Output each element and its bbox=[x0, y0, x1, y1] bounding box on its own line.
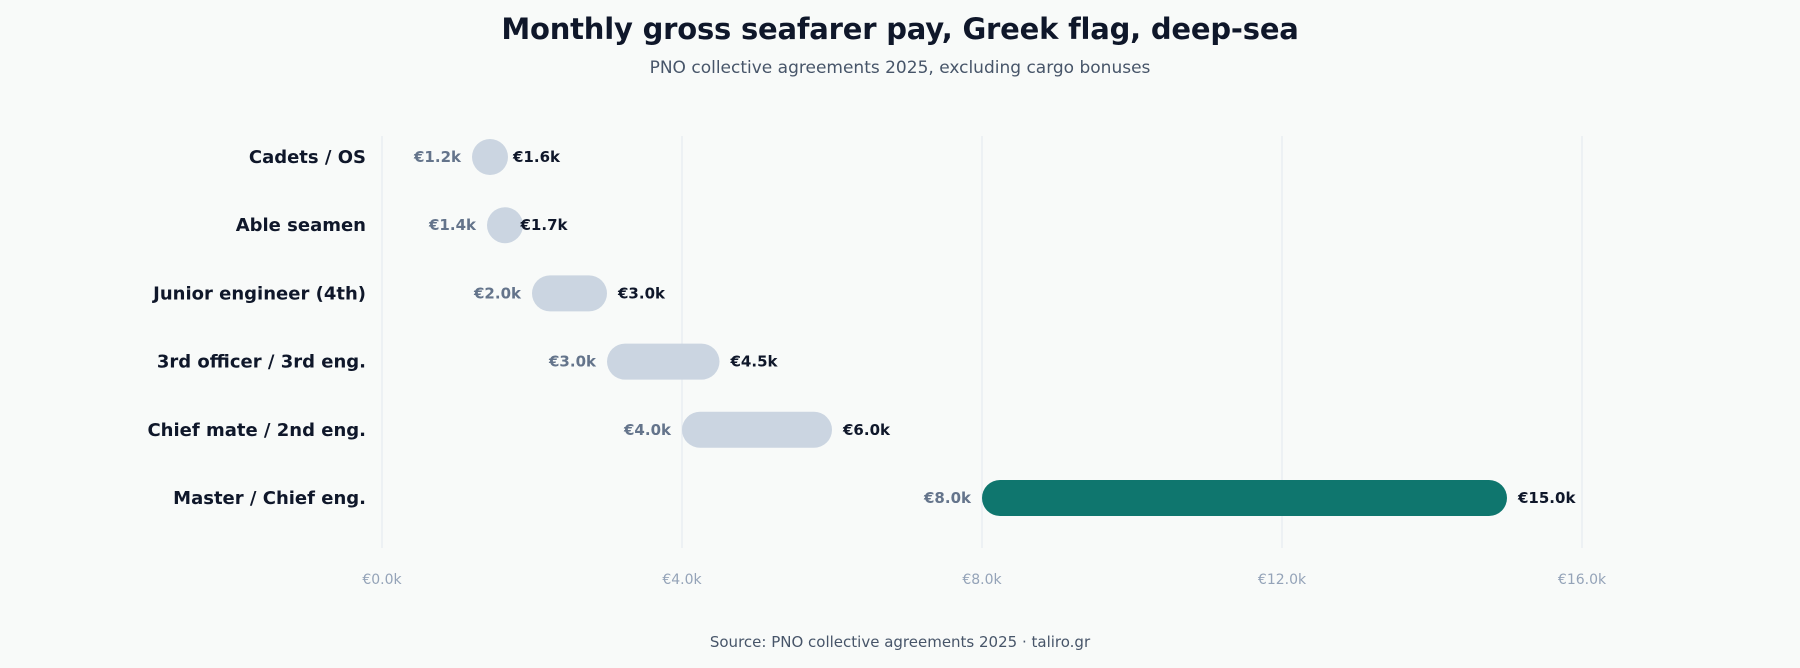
max-value-label: €15.0k bbox=[1517, 489, 1576, 507]
category-label: Cadets / OS bbox=[249, 147, 366, 168]
category-label: 3rd officer / 3rd eng. bbox=[157, 352, 366, 373]
range-bar bbox=[532, 275, 607, 312]
range-bar bbox=[982, 480, 1507, 516]
min-value-label: €8.0k bbox=[923, 489, 972, 507]
max-value-label: €3.0k bbox=[617, 284, 666, 302]
max-value-label: €6.0k bbox=[842, 421, 891, 439]
bar-row: Junior engineer (4th) €2.0k €3.0k bbox=[151, 275, 666, 312]
min-value-label: €1.2k bbox=[413, 148, 462, 166]
category-label: Able seamen bbox=[236, 215, 366, 236]
x-tick-label: €12.0k bbox=[1258, 572, 1307, 588]
max-value-label: €1.6k bbox=[512, 148, 561, 166]
min-value-label: €2.0k bbox=[473, 284, 522, 302]
bar-row: Master / Chief eng. €8.0k €15.0k bbox=[173, 480, 1576, 516]
x-axis-ticks: €0.0k €4.0k €8.0k €12.0k €16.0k bbox=[362, 572, 1607, 588]
bar-row: Chief mate / 2nd eng. €4.0k €6.0k bbox=[147, 411, 891, 448]
x-tick-label: €0.0k bbox=[362, 572, 402, 588]
x-tick-label: €16.0k bbox=[1558, 572, 1607, 588]
bar-row: Cadets / OS €1.2k €1.6k bbox=[249, 139, 561, 175]
range-bar bbox=[487, 207, 523, 244]
gridlines bbox=[381, 136, 1583, 548]
category-label: Chief mate / 2nd eng. bbox=[147, 420, 366, 441]
range-bar bbox=[607, 343, 720, 380]
bars: Cadets / OS €1.2k €1.6k Able seamen €1.4k €1.… bbox=[147, 139, 1576, 516]
min-value-label: €4.0k bbox=[623, 421, 672, 439]
min-value-label: €3.0k bbox=[548, 353, 597, 371]
range-bar bbox=[682, 411, 832, 448]
x-tick-label: €8.0k bbox=[962, 572, 1002, 588]
bar-row: Able seamen €1.4k €1.7k bbox=[236, 207, 569, 244]
bar-row: 3rd officer / 3rd eng. €3.0k €4.5k bbox=[157, 343, 779, 380]
category-label: Master / Chief eng. bbox=[173, 488, 366, 509]
category-label: Junior engineer (4th) bbox=[151, 283, 366, 304]
min-value-label: €1.4k bbox=[428, 216, 477, 234]
range-bar bbox=[472, 139, 508, 175]
max-value-label: €1.7k bbox=[520, 216, 569, 234]
chart-source: Source: PNO collective agreements 2025 ·… bbox=[709, 633, 1091, 651]
chart-subtitle: PNO collective agreements 2025, excludin… bbox=[649, 58, 1151, 78]
chart-title: Monthly gross seafarer pay, Greek flag, … bbox=[501, 12, 1299, 46]
x-tick-label: €4.0k bbox=[662, 572, 702, 588]
max-value-label: €4.5k bbox=[730, 353, 779, 371]
